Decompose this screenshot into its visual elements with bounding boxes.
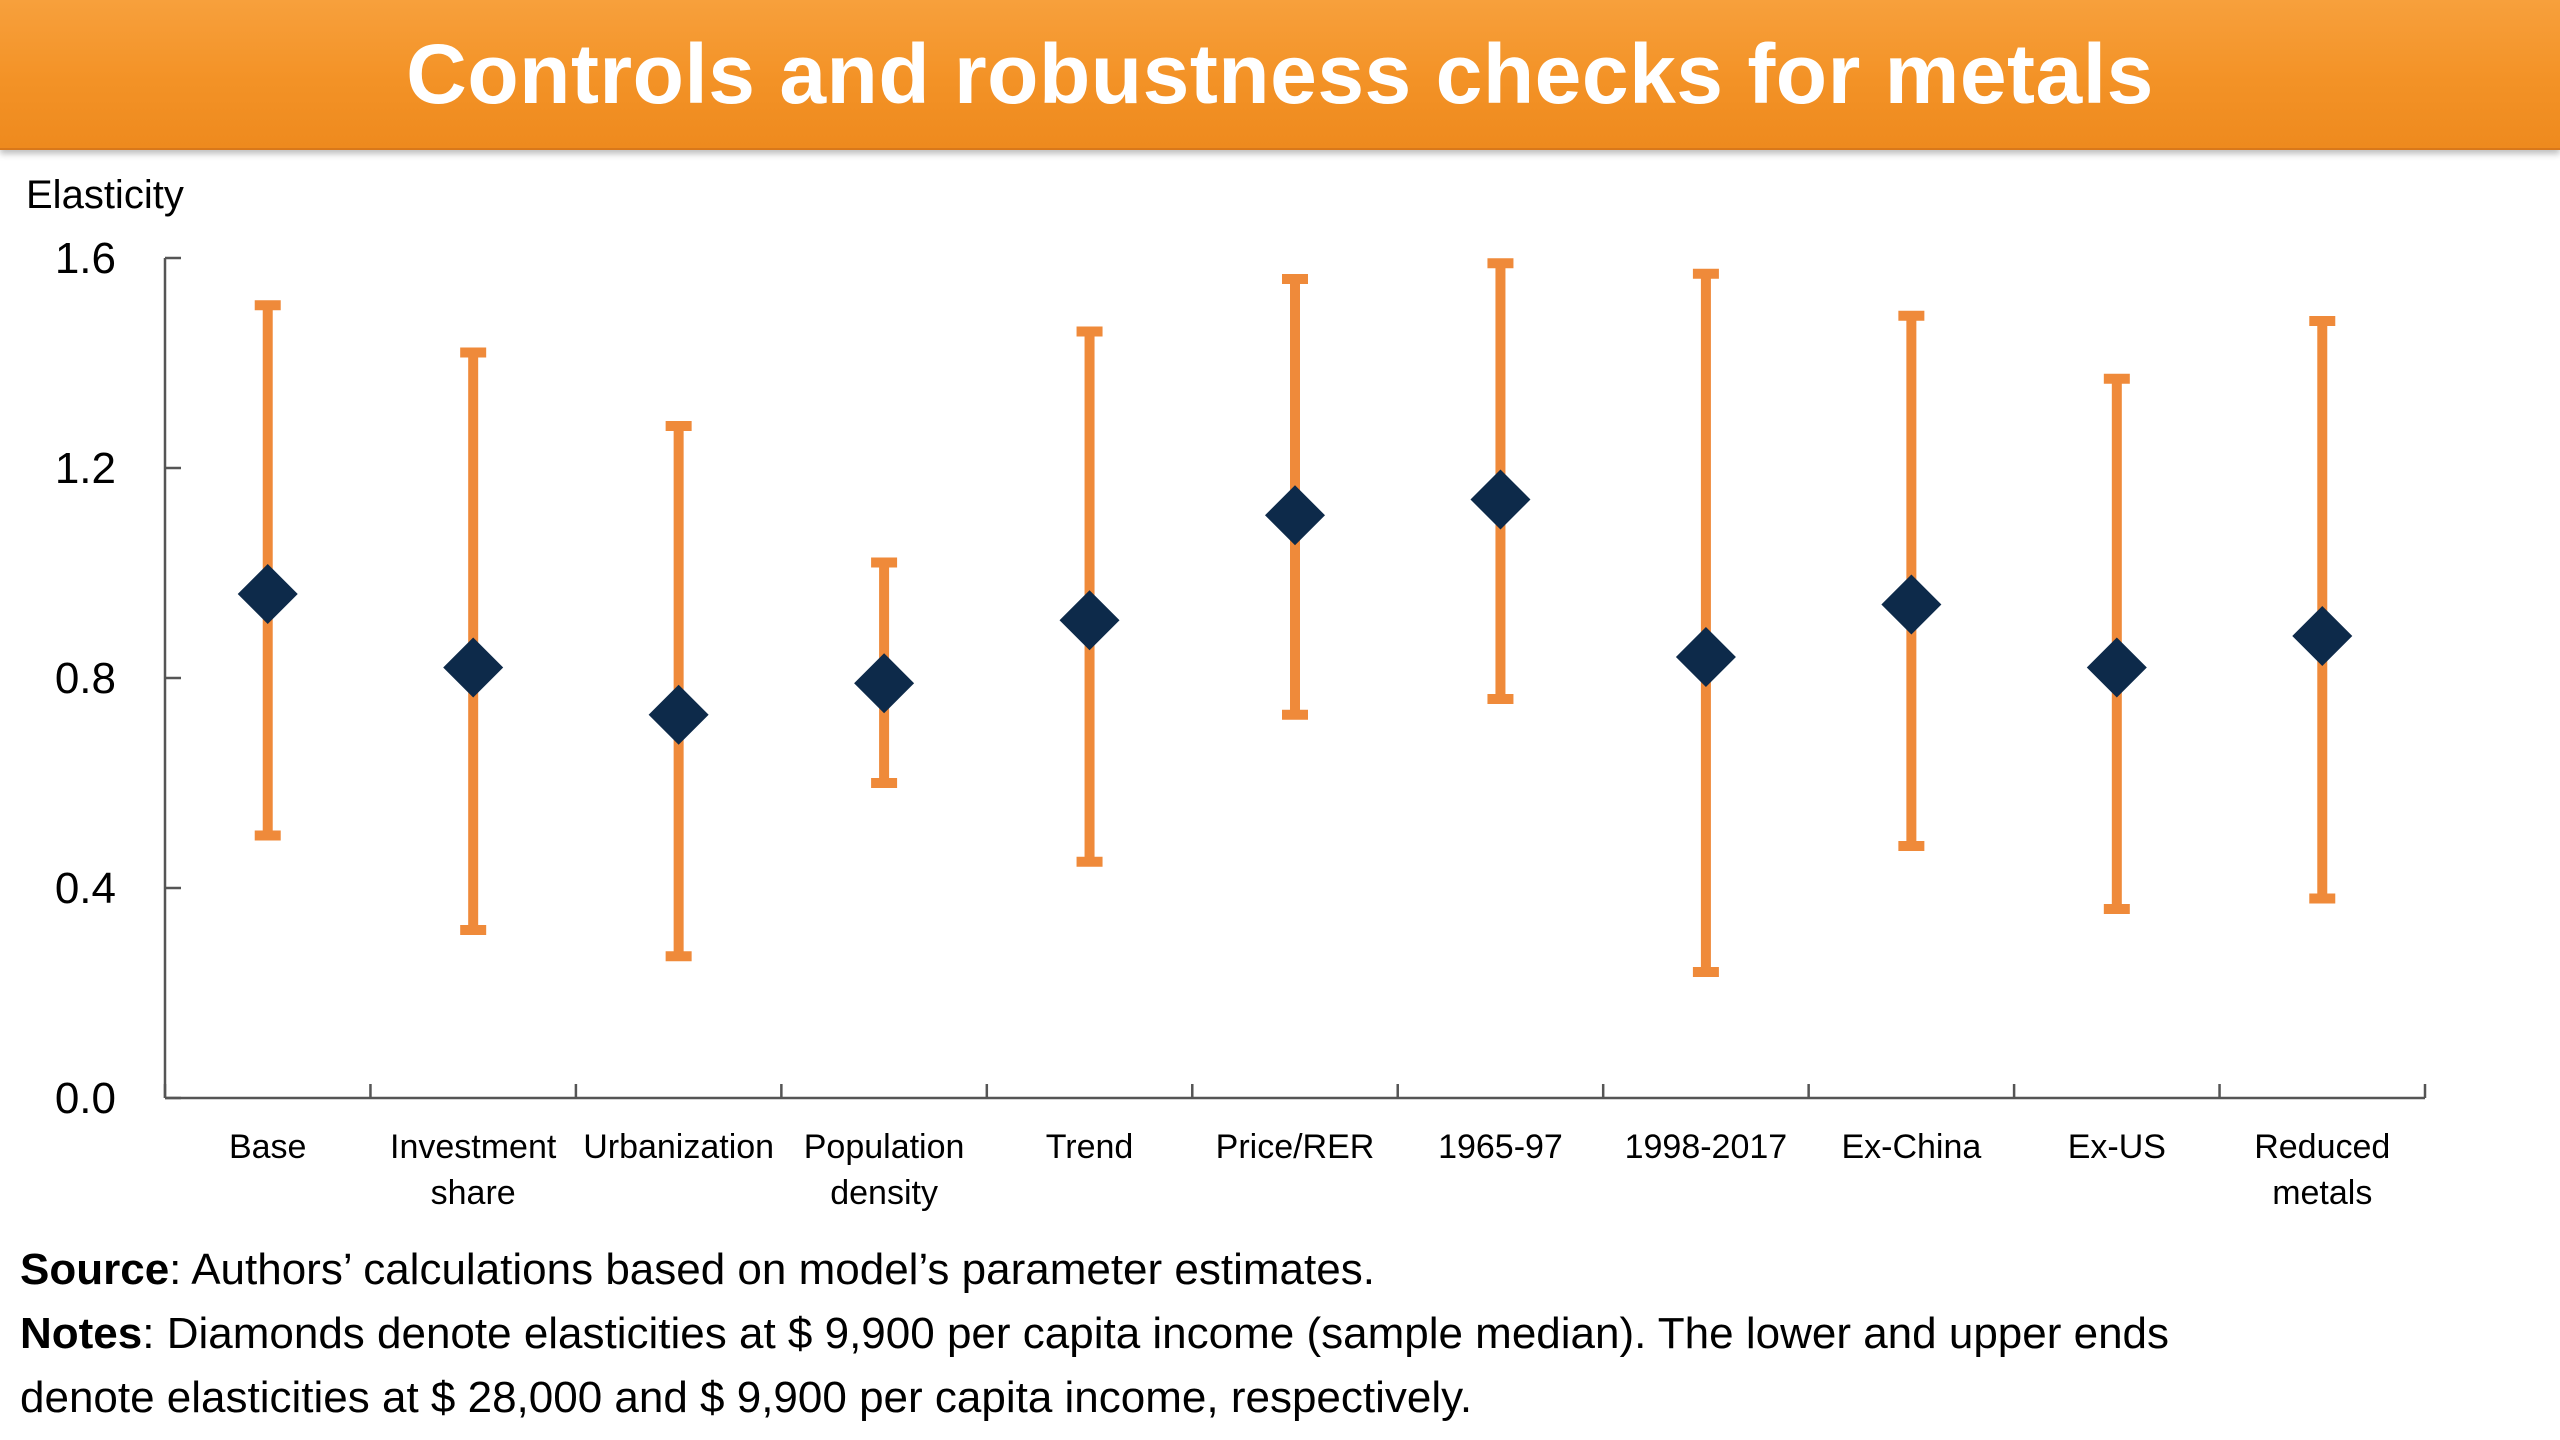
x-tick-label-line: 1965-97 bbox=[1438, 1128, 1563, 1166]
chart-area: Elasticity 0.0 0.4 0.8 1.2 1.6 Base Investmen… bbox=[26, 173, 2427, 1212]
diamond-marker bbox=[2292, 606, 2353, 666]
x-tick-label: 1998-2017 bbox=[1625, 1128, 1788, 1166]
source-text: : Authors’ calculations based on model’s… bbox=[169, 1245, 1375, 1294]
diamond-marker bbox=[2086, 637, 2147, 698]
x-tick-label: Investment share bbox=[390, 1128, 557, 1212]
diamond-marker bbox=[1470, 469, 1531, 530]
x-tick-label-line: Price/RER bbox=[1216, 1128, 1375, 1166]
y-tick-label: 0.4 bbox=[55, 864, 116, 913]
x-tick-label-line: Reduced bbox=[2254, 1128, 2390, 1166]
y-ticks: 0.0 0.4 0.8 1.2 1.6 bbox=[55, 234, 181, 1123]
x-tick-label: Trend bbox=[1046, 1128, 1134, 1166]
x-tick-label-line: Urbanization bbox=[583, 1128, 774, 1166]
x-tick-label-line: 1998-2017 bbox=[1625, 1128, 1788, 1166]
notes-label: Notes bbox=[20, 1309, 143, 1358]
x-tick-label-line: share bbox=[431, 1174, 516, 1212]
x-tick-label-line: Trend bbox=[1046, 1128, 1134, 1166]
x-tick-label-line: Ex-China bbox=[1841, 1128, 1981, 1166]
range-bars bbox=[254, 258, 2336, 977]
x-tick-label-line: Investment bbox=[390, 1128, 557, 1166]
source-note: Source: Authors’ calculations based on m… bbox=[20, 1238, 2540, 1302]
notes-line-2: denote elasticities at $ 28,000 and $ 9,… bbox=[20, 1373, 1473, 1422]
x-tick-label: 1965-97 bbox=[1438, 1128, 1563, 1166]
notes-line-1: : Diamonds denote elasticities at $ 9,90… bbox=[142, 1309, 2170, 1358]
x-tick-label: Base bbox=[229, 1128, 307, 1166]
diamond-marker bbox=[443, 637, 504, 698]
y-tick-label: 1.2 bbox=[55, 444, 116, 493]
diamond-marker bbox=[1059, 590, 1120, 651]
x-tick-label: Population density bbox=[804, 1128, 965, 1212]
x-tick-label: Price/RER bbox=[1216, 1128, 1375, 1166]
x-tick-label: Ex-China bbox=[1841, 1128, 1981, 1166]
x-tick-label-line: Base bbox=[229, 1128, 307, 1166]
chart-title: Controls and robustness checks for metal… bbox=[406, 26, 2154, 121]
diamond-marker bbox=[1881, 574, 1942, 635]
diamond-marker bbox=[854, 653, 915, 714]
range-bar bbox=[1692, 268, 1719, 977]
notes: Notes: Diamonds denote elasticities at $… bbox=[20, 1302, 2540, 1430]
y-axis-label: Elasticity bbox=[26, 173, 184, 217]
x-tick-label: Reduced metals bbox=[2254, 1128, 2390, 1212]
diamond-marker bbox=[1265, 485, 1325, 546]
x-tick-labels: Base Investment share Urbanization Populatio… bbox=[163, 1084, 2427, 1212]
title-banner: Controls and robustness checks for metal… bbox=[0, 0, 2560, 150]
x-tick-label: Ex-US bbox=[2068, 1128, 2166, 1166]
x-tick-label-line: density bbox=[830, 1174, 938, 1212]
x-tick-label-line: Population bbox=[804, 1128, 965, 1166]
diamond-marker bbox=[1675, 627, 1736, 687]
y-tick-label: 1.6 bbox=[55, 234, 116, 283]
diamond-marker bbox=[648, 684, 709, 745]
point-markers bbox=[237, 469, 2353, 745]
y-tick-label: 0.8 bbox=[55, 654, 116, 703]
x-tick-label-line: metals bbox=[2272, 1174, 2372, 1212]
source-label: Source bbox=[20, 1245, 170, 1294]
x-tick-label-line: Ex-US bbox=[2068, 1128, 2166, 1166]
x-tick-label: Urbanization bbox=[583, 1128, 774, 1166]
diamond-marker bbox=[237, 564, 298, 624]
y-tick-label: 0.0 bbox=[55, 1074, 116, 1123]
